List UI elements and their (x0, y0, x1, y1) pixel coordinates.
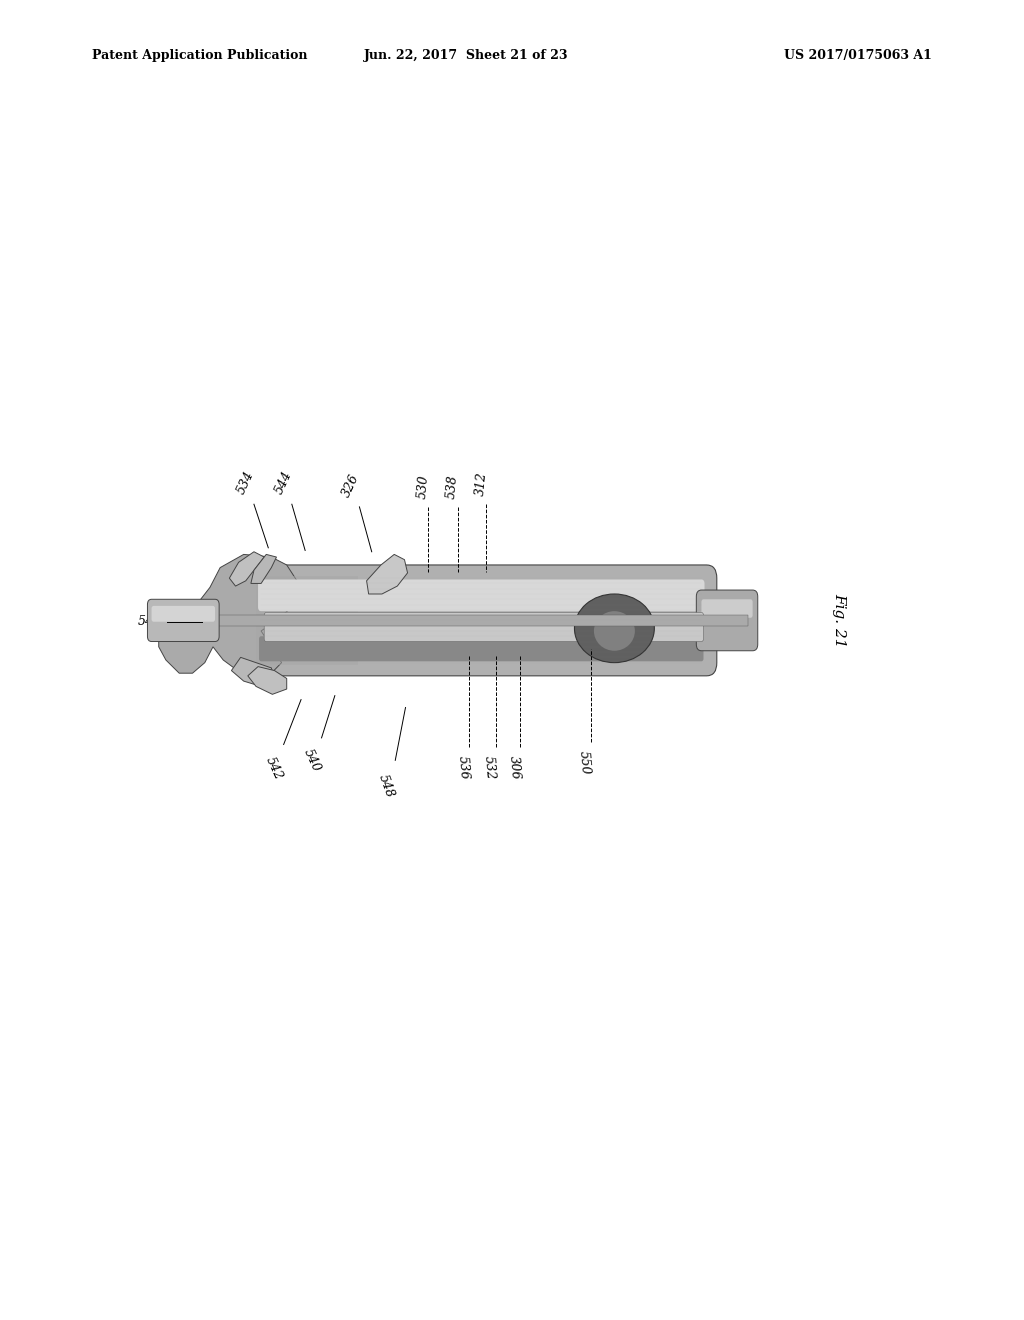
Text: 532: 532 (482, 755, 497, 780)
Text: 536: 536 (456, 755, 470, 780)
Polygon shape (248, 667, 287, 694)
Text: 534: 534 (234, 469, 257, 496)
Polygon shape (231, 657, 274, 686)
Text: 546: 546 (138, 615, 162, 628)
Text: Jun. 22, 2017  Sheet 21 of 23: Jun. 22, 2017 Sheet 21 of 23 (364, 49, 568, 62)
Text: Patent Application Publication: Patent Application Publication (92, 49, 307, 62)
Polygon shape (154, 554, 297, 676)
Text: 306: 306 (507, 755, 521, 780)
FancyBboxPatch shape (258, 579, 705, 611)
Text: 326: 326 (340, 471, 362, 499)
Text: 542: 542 (263, 755, 286, 783)
Ellipse shape (594, 611, 635, 651)
Text: 312: 312 (474, 471, 488, 496)
Polygon shape (367, 554, 408, 594)
Bar (154, 615, 748, 626)
FancyBboxPatch shape (264, 612, 703, 642)
FancyBboxPatch shape (246, 565, 717, 676)
Text: 544: 544 (272, 469, 295, 496)
Text: 550: 550 (578, 750, 592, 775)
Polygon shape (256, 576, 358, 665)
FancyBboxPatch shape (152, 606, 215, 622)
Text: 530: 530 (416, 474, 430, 499)
FancyBboxPatch shape (259, 636, 703, 661)
Polygon shape (251, 554, 276, 583)
Text: 548: 548 (376, 772, 396, 799)
FancyBboxPatch shape (701, 599, 753, 618)
FancyBboxPatch shape (147, 599, 219, 642)
Text: 540: 540 (301, 747, 324, 775)
Text: 538: 538 (445, 474, 460, 499)
Ellipse shape (574, 594, 654, 663)
Text: Fig. 21: Fig. 21 (833, 593, 847, 648)
Polygon shape (229, 552, 264, 586)
Text: US 2017/0175063 A1: US 2017/0175063 A1 (784, 49, 932, 62)
FancyBboxPatch shape (696, 590, 758, 651)
